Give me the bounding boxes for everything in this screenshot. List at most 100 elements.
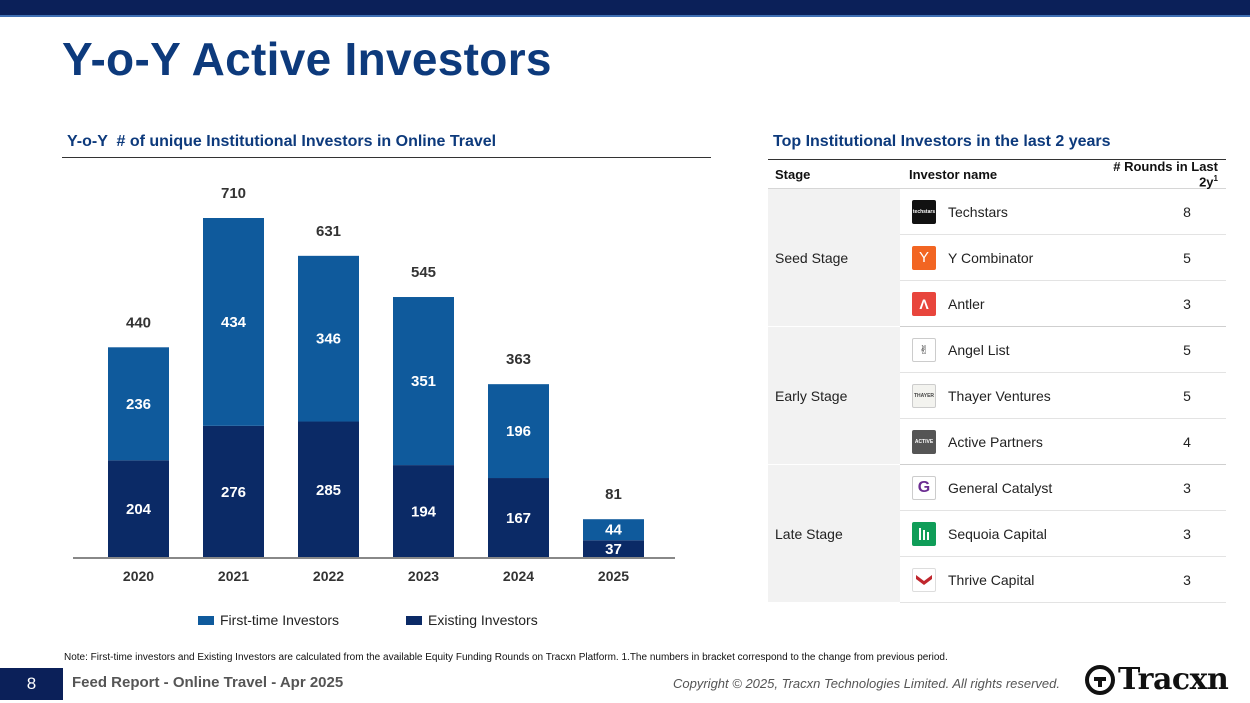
x-tick-2021: 2021 (218, 568, 249, 584)
bar-existing-2024 (488, 478, 549, 558)
legend-item-existing: Existing Investors (406, 612, 538, 628)
bar-existing-2022 (298, 421, 359, 558)
label-first-time-2020: 236 (126, 396, 151, 413)
bar-existing-2023 (393, 465, 454, 558)
investor-name: Angel List (948, 341, 1010, 358)
stage-cell: Early Stage (768, 327, 900, 465)
top-banner-bar (0, 0, 1250, 15)
investor-rounds: 5 (1183, 249, 1191, 266)
bar-existing-2025 (583, 540, 644, 558)
investor-rounds: 5 (1183, 387, 1191, 404)
label-existing-2020: 204 (126, 501, 152, 518)
brand-name: Tracxn (1118, 662, 1229, 697)
header-investor-name: Investor name (909, 167, 998, 182)
top-banner-accent-line (0, 15, 1250, 17)
investor-rounds: 3 (1183, 295, 1191, 312)
investor-rounds: 4 (1183, 433, 1191, 450)
investor-rounds: 3 (1183, 571, 1191, 588)
legend-swatch-existing (406, 615, 422, 625)
chart-section-title: Y-o-Y # of unique Institutional Investor… (67, 133, 497, 150)
thayer-ventures-logo: THAYER (912, 383, 936, 408)
stage-cell: Late Stage (768, 465, 900, 603)
table-row: Sequoia Capital 3 (900, 511, 1226, 557)
y-combinator-logo: Y (912, 245, 936, 270)
page-number: 8 (0, 668, 63, 700)
page-title: Y-o-Y Active Investors (62, 33, 552, 85)
sequoia-icon (919, 527, 929, 540)
investor-name: Thrive Capital (948, 571, 1035, 588)
thrive-capital-logo (912, 567, 936, 592)
label-first-time-2023: 351 (411, 373, 436, 390)
table-row: Y Y Combinator 5 (900, 235, 1226, 281)
label-total-2023: 545 (411, 264, 436, 281)
stage-cell: Seed Stage (768, 189, 900, 327)
label-total-2021: 710 (221, 185, 246, 202)
sequoia-capital-logo (912, 521, 936, 546)
label-existing-2025: 37 (605, 541, 622, 558)
active-partners-logo: ACTIVE (912, 429, 936, 454)
bar-first-time-2020 (108, 347, 169, 461)
legend-label-existing: Existing Investors (428, 612, 538, 628)
investor-rounds: 8 (1183, 203, 1191, 220)
investor-rounds: 3 (1183, 525, 1191, 542)
investor-name: Antler (948, 295, 985, 312)
copyright-text: Copyright © 2025, Tracxn Technologies Li… (673, 676, 1061, 691)
footnote: Note: First-time investors and Existing … (64, 652, 948, 663)
bar-first-time-2022 (298, 255, 359, 422)
bar-first-time-2025 (583, 519, 644, 541)
header-rounds: # Rounds in Last 2y1 (1096, 159, 1226, 189)
bar-existing-2020 (108, 460, 169, 558)
top-investors-table: Stage Investor name # Rounds in Last 2y1… (768, 159, 1226, 603)
label-first-time-2024: 196 (506, 423, 531, 440)
header-rounds-footnote: 1 (1213, 174, 1218, 184)
x-tick-2024: 2024 (503, 568, 534, 584)
investor-rounds: 5 (1183, 341, 1191, 358)
angellist-logo: ✌ (912, 337, 936, 362)
stage-group-late: Late Stage G General Catalyst 3 Sequoia … (768, 465, 1226, 603)
stacked-bar-chart: 204 236 440 2020 276 434 710 2021 285 346 631 2022 1… (73, 185, 675, 584)
label-first-time-2021: 434 (221, 314, 247, 331)
investor-name: General Catalyst (948, 479, 1053, 496)
investor-name: Active Partners (948, 433, 1043, 450)
report-name: Feed Report - Online Travel - Apr 2025 (72, 674, 344, 691)
header-stage: Stage (775, 167, 811, 182)
table-row: ACTIVE Active Partners 4 (900, 419, 1226, 465)
antler-logo: Λ (912, 291, 936, 316)
bar-existing-2021 (203, 425, 264, 558)
x-tick-2025: 2025 (598, 568, 629, 584)
stage-group-seed: Seed Stage techstars Techstars 8 Y Y Com… (768, 189, 1226, 327)
table-row: G General Catalyst 3 (900, 465, 1226, 511)
label-total-2024: 363 (506, 351, 531, 368)
table-row: techstars Techstars 8 (900, 189, 1226, 235)
investor-name: Sequoia Capital (948, 525, 1047, 542)
header-rounds-label: # Rounds in Last 2y (1113, 159, 1218, 190)
bar-first-time-2024 (488, 384, 549, 479)
label-total-2025: 81 (605, 486, 622, 503)
table-section-divider (768, 159, 1226, 160)
label-first-time-2025: 44 (605, 522, 622, 539)
investor-name: Y Combinator (948, 249, 1034, 266)
table-row: ✌ Angel List 5 (900, 327, 1226, 373)
label-total-2022: 631 (316, 223, 341, 240)
table-section-title: Top Institutional Investors in the last … (773, 133, 1111, 150)
general-catalyst-logo: G (912, 475, 936, 500)
table-header-row: Stage Investor name # Rounds in Last 2y1 (768, 159, 1226, 190)
table-row: Λ Antler 3 (900, 281, 1226, 327)
bar-first-time-2023 (393, 297, 454, 466)
x-tick-2023: 2023 (408, 568, 439, 584)
legend-label-first-time: First-time Investors (220, 612, 340, 628)
chart-section-divider (62, 157, 711, 158)
tracxn-logo-icon (1085, 664, 1115, 695)
thrive-icon (916, 574, 932, 585)
x-tick-2022: 2022 (313, 568, 344, 584)
table-row: THAYER Thayer Ventures 5 (900, 373, 1226, 419)
label-existing-2024: 167 (506, 510, 531, 527)
stage-group-early: Early Stage ✌ Angel List 5 THAYER Thayer… (768, 327, 1226, 465)
legend-swatch-first-time (198, 615, 214, 625)
table-row: Thrive Capital 3 (900, 557, 1226, 603)
techstars-logo: techstars (912, 199, 936, 224)
investor-name: Techstars (948, 203, 1008, 220)
investor-name: Thayer Ventures (948, 387, 1051, 404)
label-existing-2021: 276 (221, 484, 246, 501)
label-total-2020: 440 (126, 314, 151, 331)
